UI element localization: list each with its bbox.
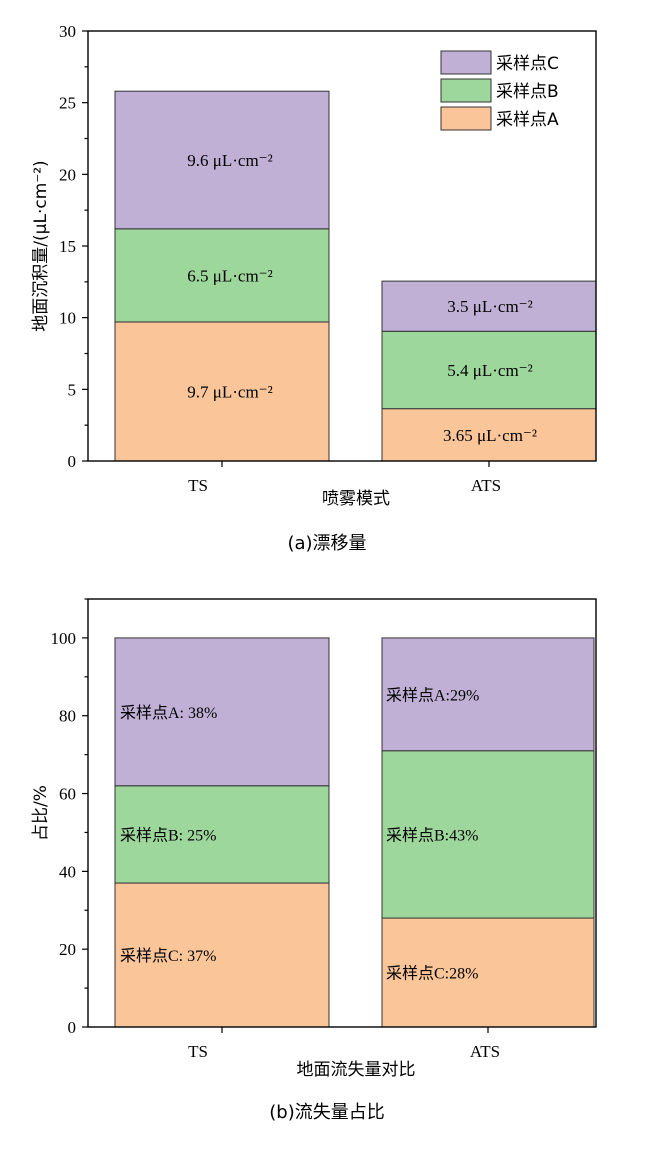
chart-b-y-axis: 0 20 40 60 80 100 — [51, 598, 88, 1037]
legend-label-1: 采样点B — [496, 82, 559, 102]
chart-b-x-axis-label: 地面流失量对比 — [297, 1060, 416, 1080]
y-tick-label: 10 — [59, 309, 76, 328]
y-tick-label: 100 — [51, 629, 77, 648]
bar-label-ats-1: 采样点B:43% — [386, 826, 478, 844]
bar-segment-ats-2 — [381, 280, 597, 332]
y-tick-label: 0 — [68, 452, 77, 471]
bar-segment-ats-0 — [381, 917, 595, 1028]
chart-a-legend: 采样点C 采样点B 采样点A — [440, 50, 559, 131]
x-tick-label-ts: TS — [188, 476, 208, 495]
chart-a-x-axis: TS ATS — [188, 461, 501, 495]
chart-a-caption: (a)漂移量 — [287, 533, 366, 554]
legend-swatch-1 — [440, 78, 492, 103]
x-tick-label-ats: ATS — [471, 476, 501, 495]
chart-b-bars — [114, 637, 595, 1028]
bar-segment-ts-2 — [114, 637, 330, 787]
chart-a-bars — [114, 90, 597, 462]
bar-label-ts-0: 9.7 μL·cm⁻² — [187, 382, 273, 401]
bar-label-ts-2: 9.6 μL·cm⁻² — [187, 151, 273, 170]
bar-segment-ts-0 — [114, 321, 330, 462]
bar-label-ats-0: 3.65 μL·cm⁻² — [443, 426, 537, 445]
chart-b-plot-frame — [87, 598, 597, 1028]
bar-label-ats-2: 采样点A:29% — [386, 686, 479, 704]
bar-label-ats-2: 3.5 μL·cm⁻² — [447, 297, 533, 316]
y-tick-label: 80 — [59, 707, 76, 726]
legend-label-0: 采样点C — [496, 54, 559, 74]
chart-b-y-axis-label: 占比/% — [31, 785, 51, 841]
bar-label-ats-1: 5.4 μL·cm⁻² — [447, 361, 533, 380]
y-tick-label: 20 — [59, 165, 76, 184]
bar-label-ats-0: 采样点C:28% — [386, 965, 478, 983]
bar-label-ts-0: 采样点C: 37% — [120, 947, 216, 965]
y-tick-label: 30 — [59, 22, 76, 41]
y-tick-label: 15 — [59, 237, 76, 256]
bar-segment-ats-1 — [381, 330, 597, 410]
legend-label-2: 采样点A — [496, 110, 559, 130]
bar-label-ts-1: 采样点B: 25% — [120, 826, 216, 844]
chart-b-caption: (b)流失量占比 — [269, 1102, 384, 1123]
chart-a: 9.7 μL·cm⁻² 6.5 μL·cm⁻² 9.6 μL·cm⁻² 3.65 μL… — [31, 22, 597, 554]
legend-swatch-0 — [440, 50, 492, 75]
legend-swatch-2 — [440, 106, 492, 131]
chart-b-segment-labels: 采样点C: 37% 采样点B: 25% 采样点A: 38% 采样点C:28% 采样点B:… — [120, 686, 479, 982]
x-tick-label-ats: ATS — [470, 1042, 500, 1061]
chart-a-y-axis: 0 5 10 15 20 25 30 — [59, 22, 88, 471]
y-tick-label: 25 — [59, 94, 76, 113]
chart-a-segment-labels: 9.7 μL·cm⁻² 6.5 μL·cm⁻² 9.6 μL·cm⁻² 3.65 μL… — [187, 151, 537, 445]
bar-label-ts-1: 6.5 μL·cm⁻² — [187, 266, 273, 285]
bar-segment-ats-1 — [381, 750, 595, 919]
chart-a-x-axis-label: 喷雾模式 — [322, 489, 390, 509]
bar-segment-ts-2 — [114, 90, 330, 230]
bar-label-ts-2: 采样点A: 38% — [120, 704, 217, 722]
chart-b: 采样点C: 37% 采样点B: 25% 采样点A: 38% 采样点C:28% 采样点B:… — [31, 598, 597, 1123]
y-tick-label: 20 — [59, 940, 76, 959]
x-tick-label-ts: TS — [188, 1042, 208, 1061]
bar-segment-ts-1 — [114, 785, 330, 884]
bar-segment-ts-0 — [114, 882, 330, 1028]
chart-b-x-axis: TS ATS — [188, 1027, 500, 1061]
y-tick-label: 5 — [68, 380, 77, 399]
bar-segment-ts-1 — [114, 228, 330, 323]
bar-segment-ats-2 — [381, 637, 595, 752]
y-tick-label: 60 — [59, 785, 76, 804]
y-tick-label: 0 — [68, 1018, 77, 1037]
bar-segment-ats-0 — [381, 408, 597, 462]
chart-a-y-axis-label: 地面沉积量/(μL·cm⁻²) — [31, 160, 51, 331]
y-tick-label: 40 — [59, 862, 76, 881]
